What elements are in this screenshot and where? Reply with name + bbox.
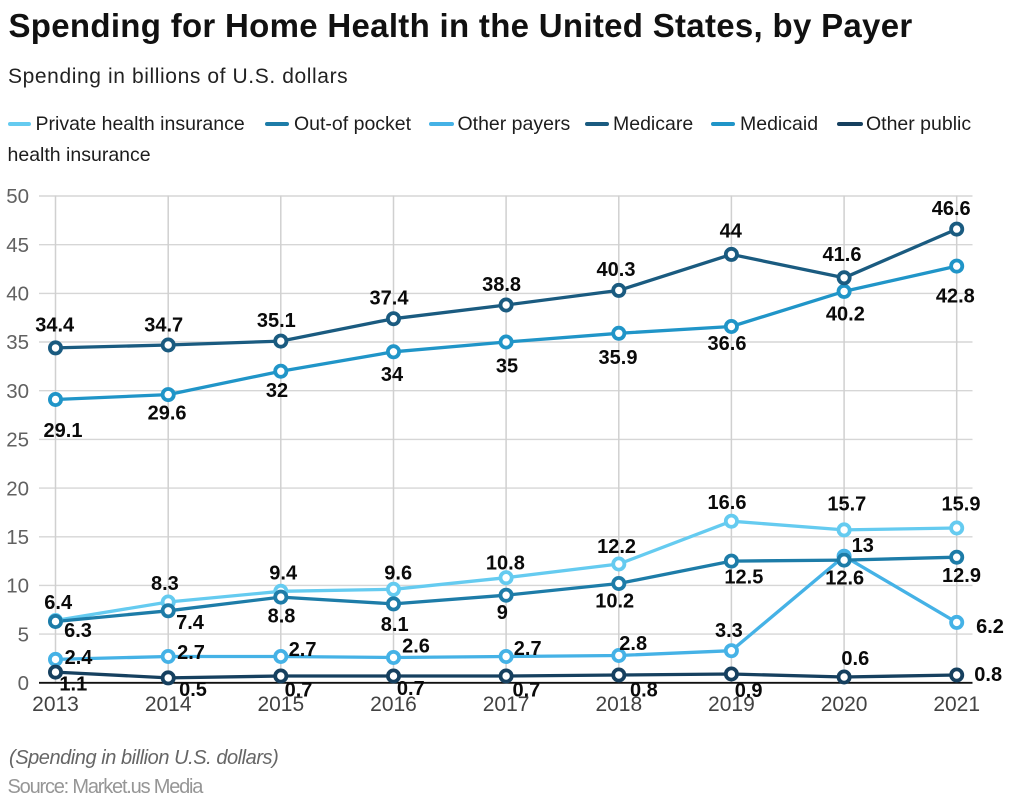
svg-text:2019: 2019: [708, 693, 755, 716]
svg-text:2.7: 2.7: [177, 642, 205, 664]
svg-text:35.1: 35.1: [257, 310, 296, 332]
svg-text:2.4: 2.4: [65, 647, 94, 669]
svg-text:5: 5: [18, 623, 29, 646]
svg-text:0.7: 0.7: [512, 680, 540, 702]
svg-text:15.7: 15.7: [827, 494, 866, 516]
svg-text:2.6: 2.6: [402, 636, 430, 658]
svg-text:16.6: 16.6: [708, 492, 747, 514]
svg-text:2016: 2016: [370, 693, 417, 716]
svg-text:40.2: 40.2: [826, 304, 865, 326]
svg-text:0.5: 0.5: [179, 679, 207, 701]
svg-text:2018: 2018: [595, 693, 642, 716]
svg-text:3.3: 3.3: [715, 620, 743, 642]
svg-text:10.8: 10.8: [486, 552, 525, 574]
svg-text:30: 30: [6, 380, 29, 403]
svg-text:0.7: 0.7: [285, 680, 313, 702]
svg-text:35: 35: [496, 356, 518, 378]
svg-text:8.3: 8.3: [151, 573, 179, 595]
svg-text:2021: 2021: [933, 693, 980, 716]
svg-text:8.8: 8.8: [268, 606, 296, 628]
svg-text:0.7: 0.7: [397, 678, 425, 700]
svg-text:13: 13: [852, 535, 874, 557]
svg-text:40: 40: [6, 283, 29, 306]
svg-text:10: 10: [6, 575, 29, 598]
svg-text:12.2: 12.2: [597, 536, 636, 558]
svg-text:34.4: 34.4: [35, 315, 75, 337]
svg-text:1.1: 1.1: [59, 673, 87, 695]
svg-text:9.6: 9.6: [384, 562, 412, 584]
svg-text:12.9: 12.9: [942, 565, 981, 587]
svg-text:42.8: 42.8: [936, 286, 975, 308]
svg-text:2015: 2015: [257, 693, 304, 716]
svg-text:12.5: 12.5: [724, 567, 763, 589]
svg-text:0.9: 0.9: [735, 680, 763, 702]
svg-text:29.1: 29.1: [44, 420, 83, 442]
svg-text:34.7: 34.7: [144, 315, 183, 337]
svg-text:8.1: 8.1: [381, 614, 409, 636]
svg-text:35.9: 35.9: [599, 347, 638, 369]
svg-text:20: 20: [6, 477, 29, 500]
svg-text:2014: 2014: [145, 693, 192, 716]
svg-text:0.8: 0.8: [630, 680, 658, 702]
svg-text:0.8: 0.8: [974, 664, 1002, 686]
svg-text:34: 34: [381, 364, 404, 386]
svg-text:2017: 2017: [483, 693, 530, 716]
svg-text:12.6: 12.6: [825, 567, 864, 589]
svg-text:6.3: 6.3: [64, 620, 92, 642]
svg-text:0: 0: [18, 672, 29, 695]
svg-text:41.6: 41.6: [823, 244, 862, 266]
svg-text:2.7: 2.7: [289, 639, 317, 661]
svg-text:44: 44: [720, 221, 743, 243]
svg-text:9: 9: [497, 602, 508, 624]
svg-text:15: 15: [6, 526, 29, 549]
svg-text:35: 35: [6, 331, 29, 354]
svg-text:9.4: 9.4: [269, 562, 298, 584]
svg-text:29.6: 29.6: [148, 403, 187, 425]
svg-text:6.4: 6.4: [44, 592, 73, 614]
svg-text:2013: 2013: [32, 693, 79, 716]
svg-text:40.3: 40.3: [597, 259, 636, 281]
svg-text:46.6: 46.6: [932, 198, 971, 220]
svg-text:6.2: 6.2: [976, 616, 1004, 638]
svg-text:36.6: 36.6: [708, 333, 747, 355]
svg-text:2.7: 2.7: [514, 638, 542, 660]
svg-text:32: 32: [266, 380, 288, 402]
svg-text:50: 50: [6, 185, 29, 208]
svg-text:38.8: 38.8: [482, 274, 521, 296]
svg-text:37.4: 37.4: [370, 288, 410, 310]
svg-text:7.4: 7.4: [176, 612, 205, 634]
svg-text:10.2: 10.2: [595, 591, 634, 613]
svg-text:2.8: 2.8: [619, 633, 647, 655]
svg-text:2020: 2020: [821, 693, 868, 716]
svg-text:45: 45: [6, 234, 29, 257]
svg-text:25: 25: [6, 429, 29, 452]
svg-text:0.6: 0.6: [841, 648, 869, 670]
svg-text:15.9: 15.9: [942, 494, 981, 516]
